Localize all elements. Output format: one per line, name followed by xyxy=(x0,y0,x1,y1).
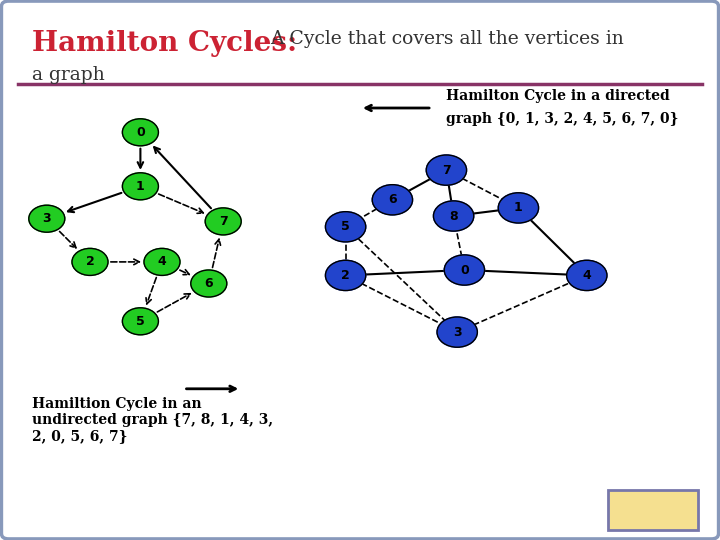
Text: 0: 0 xyxy=(136,126,145,139)
Circle shape xyxy=(437,317,477,347)
Circle shape xyxy=(122,308,158,335)
Circle shape xyxy=(122,173,158,200)
Text: 7: 7 xyxy=(442,164,451,177)
Text: 6: 6 xyxy=(388,193,397,206)
Text: Hamilton Cycle in a directed: Hamilton Cycle in a directed xyxy=(446,89,670,103)
Text: 2, 0, 5, 6, 7}: 2, 0, 5, 6, 7} xyxy=(32,429,128,443)
Circle shape xyxy=(498,193,539,223)
Text: 2: 2 xyxy=(341,269,350,282)
Circle shape xyxy=(325,212,366,242)
Text: a graph: a graph xyxy=(32,66,105,84)
Circle shape xyxy=(433,201,474,231)
Text: 4: 4 xyxy=(158,255,166,268)
Circle shape xyxy=(191,270,227,297)
Circle shape xyxy=(444,255,485,285)
Text: 4: 4 xyxy=(582,269,591,282)
Text: 3: 3 xyxy=(453,326,462,339)
Circle shape xyxy=(426,155,467,185)
Circle shape xyxy=(122,119,158,146)
Text: 2: 2 xyxy=(86,255,94,268)
Text: 3: 3 xyxy=(42,212,51,225)
Text: 8: 8 xyxy=(449,210,458,222)
Text: 0: 0 xyxy=(460,264,469,276)
Circle shape xyxy=(325,260,366,291)
FancyBboxPatch shape xyxy=(608,490,698,530)
Text: Hamilton Cycles:: Hamilton Cycles: xyxy=(32,30,297,57)
Circle shape xyxy=(372,185,413,215)
Circle shape xyxy=(205,208,241,235)
Text: 7: 7 xyxy=(219,215,228,228)
Text: 6: 6 xyxy=(204,277,213,290)
Circle shape xyxy=(144,248,180,275)
Text: 5: 5 xyxy=(341,220,350,233)
Circle shape xyxy=(72,248,108,275)
Text: A Cycle that covers all the vertices in: A Cycle that covers all the vertices in xyxy=(270,30,624,48)
Text: 1: 1 xyxy=(514,201,523,214)
Circle shape xyxy=(567,260,607,291)
Text: graph {0, 1, 3, 2, 4, 5, 6, 7, 0}: graph {0, 1, 3, 2, 4, 5, 6, 7, 0} xyxy=(446,112,679,126)
Text: undirected graph {7, 8, 1, 4, 3,: undirected graph {7, 8, 1, 4, 3, xyxy=(32,413,274,427)
Text: Hamiltion Cycle in an: Hamiltion Cycle in an xyxy=(32,397,202,411)
Text: 5: 5 xyxy=(136,315,145,328)
Circle shape xyxy=(29,205,65,232)
Text: 1: 1 xyxy=(136,180,145,193)
